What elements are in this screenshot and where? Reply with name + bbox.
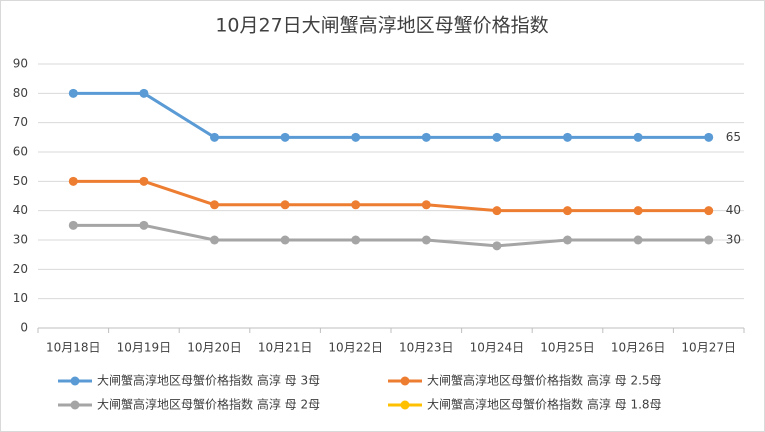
- point: [633, 132, 643, 142]
- x-tick-label: 10月18日: [46, 341, 101, 355]
- y-tick-label: 70: [13, 115, 28, 129]
- point: [563, 132, 572, 142]
- legend-marker: [400, 376, 410, 386]
- point: [492, 241, 502, 251]
- point: [563, 235, 572, 245]
- chart-title: 10月27日大闸蟹高淳地区母蟹价格指数: [215, 15, 548, 37]
- legend-label: 大闸蟹高淳地区母蟹价格指数 高淳 母 1.8母: [427, 397, 662, 412]
- data-label: 65: [726, 130, 741, 144]
- x-tick-label: 10月21日: [258, 341, 313, 355]
- point: [139, 220, 149, 230]
- x-tick-label: 10月22日: [328, 341, 383, 355]
- point: [139, 88, 149, 98]
- point: [68, 176, 78, 186]
- point: [492, 132, 502, 142]
- y-tick-label: 90: [13, 57, 28, 71]
- x-tick-label: 10月20日: [187, 341, 242, 355]
- point: [139, 176, 149, 186]
- point: [280, 200, 290, 210]
- x-tick-label: 10月19日: [117, 341, 172, 355]
- point: [68, 88, 78, 98]
- legend-label: 大闸蟹高淳地区母蟹价格指数 高淳 母 2.5母: [427, 373, 662, 388]
- point: [563, 206, 572, 216]
- series-line: [73, 91, 709, 139]
- point: [280, 235, 290, 245]
- point: [704, 132, 714, 142]
- point: [704, 235, 714, 245]
- y-tick-label: 50: [13, 174, 28, 188]
- data-label: 30: [726, 233, 741, 247]
- point: [421, 132, 431, 142]
- point: [633, 235, 643, 245]
- point: [421, 235, 431, 245]
- point: [210, 132, 219, 142]
- x-tick-label: 10月23日: [399, 341, 454, 355]
- y-tick-label: 60: [13, 145, 28, 159]
- legend-marker: [400, 400, 410, 410]
- x-tick-label: 10月26日: [611, 341, 666, 355]
- point: [704, 206, 714, 216]
- y-tick-label: 10: [13, 291, 28, 305]
- point: [68, 220, 78, 230]
- y-tick-label: 0: [20, 321, 28, 335]
- point: [492, 206, 502, 216]
- point: [210, 200, 219, 210]
- point: [280, 132, 290, 142]
- point: [633, 206, 643, 216]
- legend-label: 大闸蟹高淳地区母蟹价格指数 高淳 母 2母: [97, 397, 320, 412]
- y-tick-label: 40: [13, 203, 28, 217]
- y-tick-label: 30: [13, 233, 28, 247]
- data-label: 40: [726, 203, 741, 217]
- series-line: [73, 179, 709, 213]
- legend-marker: [70, 376, 80, 386]
- series-line: [73, 223, 709, 248]
- point: [351, 132, 361, 142]
- y-tick-label: 20: [13, 262, 28, 276]
- y-tick-label: 80: [13, 86, 28, 100]
- point: [351, 235, 361, 245]
- point: [421, 200, 431, 210]
- legend-label: 大闸蟹高淳地区母蟹价格指数 高淳 母 3母: [97, 373, 320, 388]
- x-tick-label: 10月27日: [681, 341, 736, 355]
- legend-marker: [70, 400, 80, 410]
- x-tick-label: 10月24日: [470, 341, 525, 355]
- x-tick-label: 10月25日: [540, 341, 595, 355]
- point: [351, 200, 361, 210]
- point: [210, 235, 219, 245]
